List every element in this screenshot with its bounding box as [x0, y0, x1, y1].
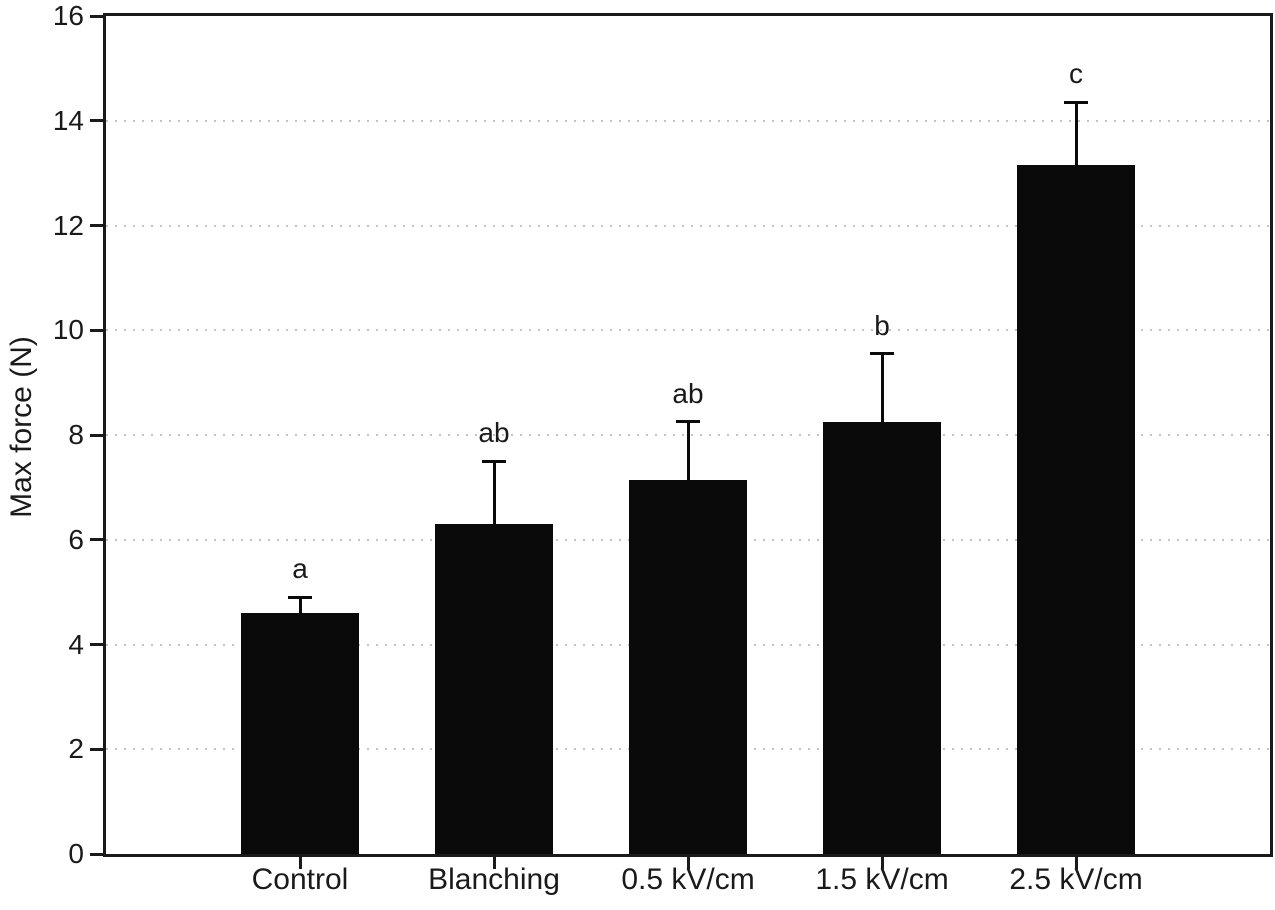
y-tick-mark: [90, 852, 103, 856]
x-tick-mark: [1074, 857, 1078, 869]
y-tick-label: 2: [68, 733, 84, 765]
x-category-label: 1.5 kV/cm: [815, 863, 949, 896]
error-bar-cap: [676, 420, 700, 424]
gridline: [106, 329, 1270, 332]
significance-letter: b: [874, 309, 890, 341]
gridline: [106, 119, 1270, 122]
x-category-label: 2.5 kV/cm: [1009, 863, 1143, 896]
y-tick-label: 6: [68, 523, 84, 555]
y-tick-mark: [90, 538, 103, 542]
x-category-label: Control: [251, 863, 349, 896]
gridline: [106, 224, 1270, 227]
significance-letter: c: [1069, 58, 1083, 90]
significance-letter: ab: [672, 377, 704, 409]
bar: [241, 613, 359, 854]
y-tick-label: 4: [68, 628, 84, 660]
error-bar-line: [880, 353, 884, 422]
error-bar-line: [298, 597, 302, 614]
significance-letter: a: [292, 553, 308, 585]
y-tick-label: 12: [52, 209, 84, 241]
y-tick-label: 8: [68, 419, 84, 450]
y-tick-mark: [90, 328, 103, 332]
bar: [435, 524, 553, 854]
x-tick-mark: [298, 857, 302, 869]
error-bar-line: [492, 461, 496, 525]
x-tick-mark: [492, 857, 496, 869]
error-bar-cap: [482, 459, 506, 463]
error-bar-cap: [1064, 100, 1088, 104]
error-bar-cap: [870, 352, 894, 356]
x-tick-mark: [686, 857, 690, 869]
bar: [629, 479, 747, 854]
x-tick-mark: [880, 857, 884, 869]
y-tick-label: 10: [52, 314, 84, 346]
x-category-label: Blanching: [428, 863, 560, 896]
x-category-label: 0.5 kV/cm: [621, 863, 755, 896]
plot-area: a ab ab b c: [103, 13, 1273, 857]
y-tick-mark: [90, 14, 103, 18]
y-tick-label: 14: [52, 104, 84, 136]
bar: [823, 421, 941, 854]
y-tick-mark: [90, 119, 103, 123]
bars-layer: a ab ab b c: [106, 16, 1270, 854]
bar: [1017, 165, 1135, 854]
error-bar-line: [686, 421, 690, 480]
y-tick-label: 16: [52, 0, 84, 31]
significance-letter: ab: [478, 417, 510, 449]
error-bar-cap: [288, 595, 312, 599]
y-tick-mark: [90, 433, 103, 437]
error-bar-line: [1074, 102, 1078, 166]
y-tick-label: 0: [68, 838, 84, 869]
y-tick-mark: [90, 747, 103, 751]
y-tick-mark: [90, 224, 103, 227]
y-tick-mark: [90, 643, 103, 646]
